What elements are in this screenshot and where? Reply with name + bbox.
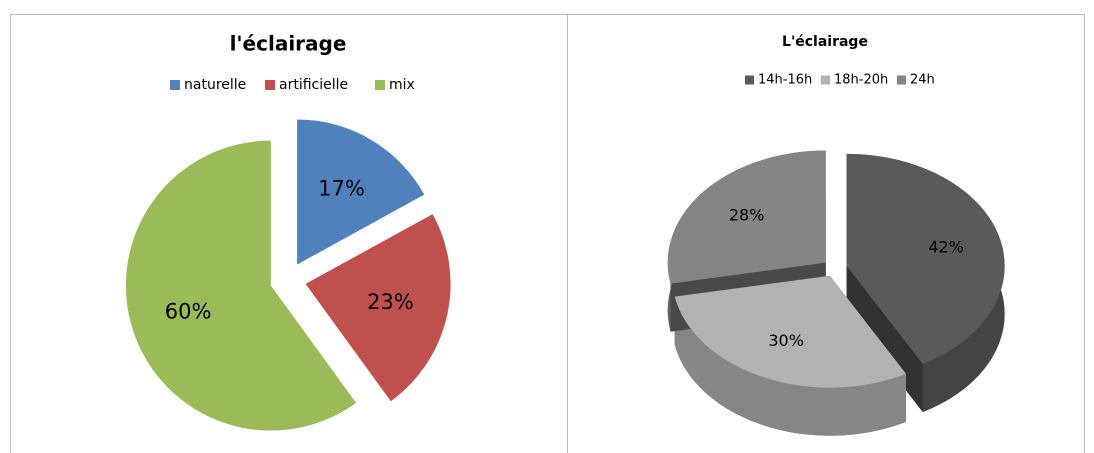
legend-label: 18h-20h [834, 73, 888, 88]
slice-wall [674, 296, 907, 436]
data-label: 60% [165, 299, 212, 323]
legend-label: mix [389, 77, 415, 93]
legend-label: 24h [910, 73, 935, 88]
data-label: 30% [768, 331, 804, 350]
chart-title: l'éclairage [230, 32, 347, 56]
slice [297, 119, 425, 265]
chart-title: L'éclairage [782, 34, 868, 50]
legend-swatch [375, 80, 385, 90]
slice [667, 150, 826, 284]
legend-swatch [170, 80, 180, 90]
slice [125, 140, 357, 431]
legend-label: naturelle [184, 77, 246, 93]
legend-label: 14h-16h [758, 73, 812, 88]
legend-swatch [265, 80, 275, 90]
data-label: 23% [367, 290, 414, 314]
legend-label: artificielle [279, 77, 348, 93]
legend-swatch [745, 75, 754, 85]
data-label: 42% [928, 237, 964, 256]
slice [674, 275, 907, 388]
data-label: 17% [318, 177, 365, 201]
legend-swatch [821, 75, 830, 85]
slice [305, 214, 451, 402]
legend-swatch [897, 75, 906, 85]
data-label: 28% [729, 206, 765, 225]
slice [846, 153, 1005, 365]
